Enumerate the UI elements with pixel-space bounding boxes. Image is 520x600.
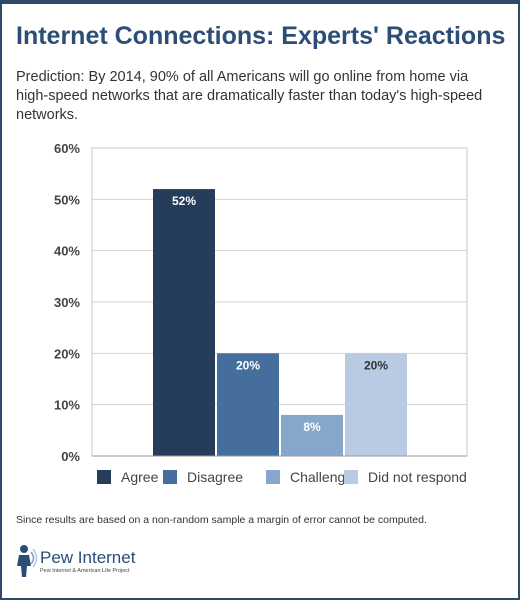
legend-label: Disagree [187,469,243,485]
y-tick-label: 60% [54,141,80,156]
pew-internet-logo: Pew Internet Pew Internet & American Lif… [14,542,154,582]
bar-did-not-respond [345,353,407,456]
pew-logo-icon [17,545,38,577]
data-label: 8% [303,420,321,434]
y-tick-label: 10% [54,398,80,413]
legend-label: Challenge [290,469,353,485]
bar-agree [153,189,215,457]
footnote: Since results are based on a non-random … [16,514,427,526]
y-tick-label: 20% [54,346,80,361]
legend-swatch [266,470,280,484]
bar-disagree [217,353,279,456]
data-label: 52% [172,194,196,208]
data-label: 20% [364,358,388,372]
logo-name: Pew Internet [40,548,136,567]
logo-tagline: Pew Internet & American Life Project [40,568,130,574]
bar-challenge [281,414,343,456]
y-tick-label: 50% [54,192,80,207]
chart-subtitle: Prediction: By 2014, 90% of all American… [16,69,483,123]
legend-swatch [344,470,358,484]
legend-swatch [97,470,111,484]
data-label: 20% [236,358,260,372]
y-tick-label: 0% [61,449,80,464]
legend-label: Agree [121,469,159,485]
legend-swatch [163,470,177,484]
chart-title: Internet Connections: Experts' Reactions [16,22,506,50]
legend-label: Did not respond [368,469,467,485]
y-tick-label: 30% [54,295,80,310]
y-tick-label: 40% [54,244,80,259]
bar-chart: 0% 10% 20% 30% 40% 50% 60% 52% 20% 8% 20% Agree Disa… [54,141,468,485]
